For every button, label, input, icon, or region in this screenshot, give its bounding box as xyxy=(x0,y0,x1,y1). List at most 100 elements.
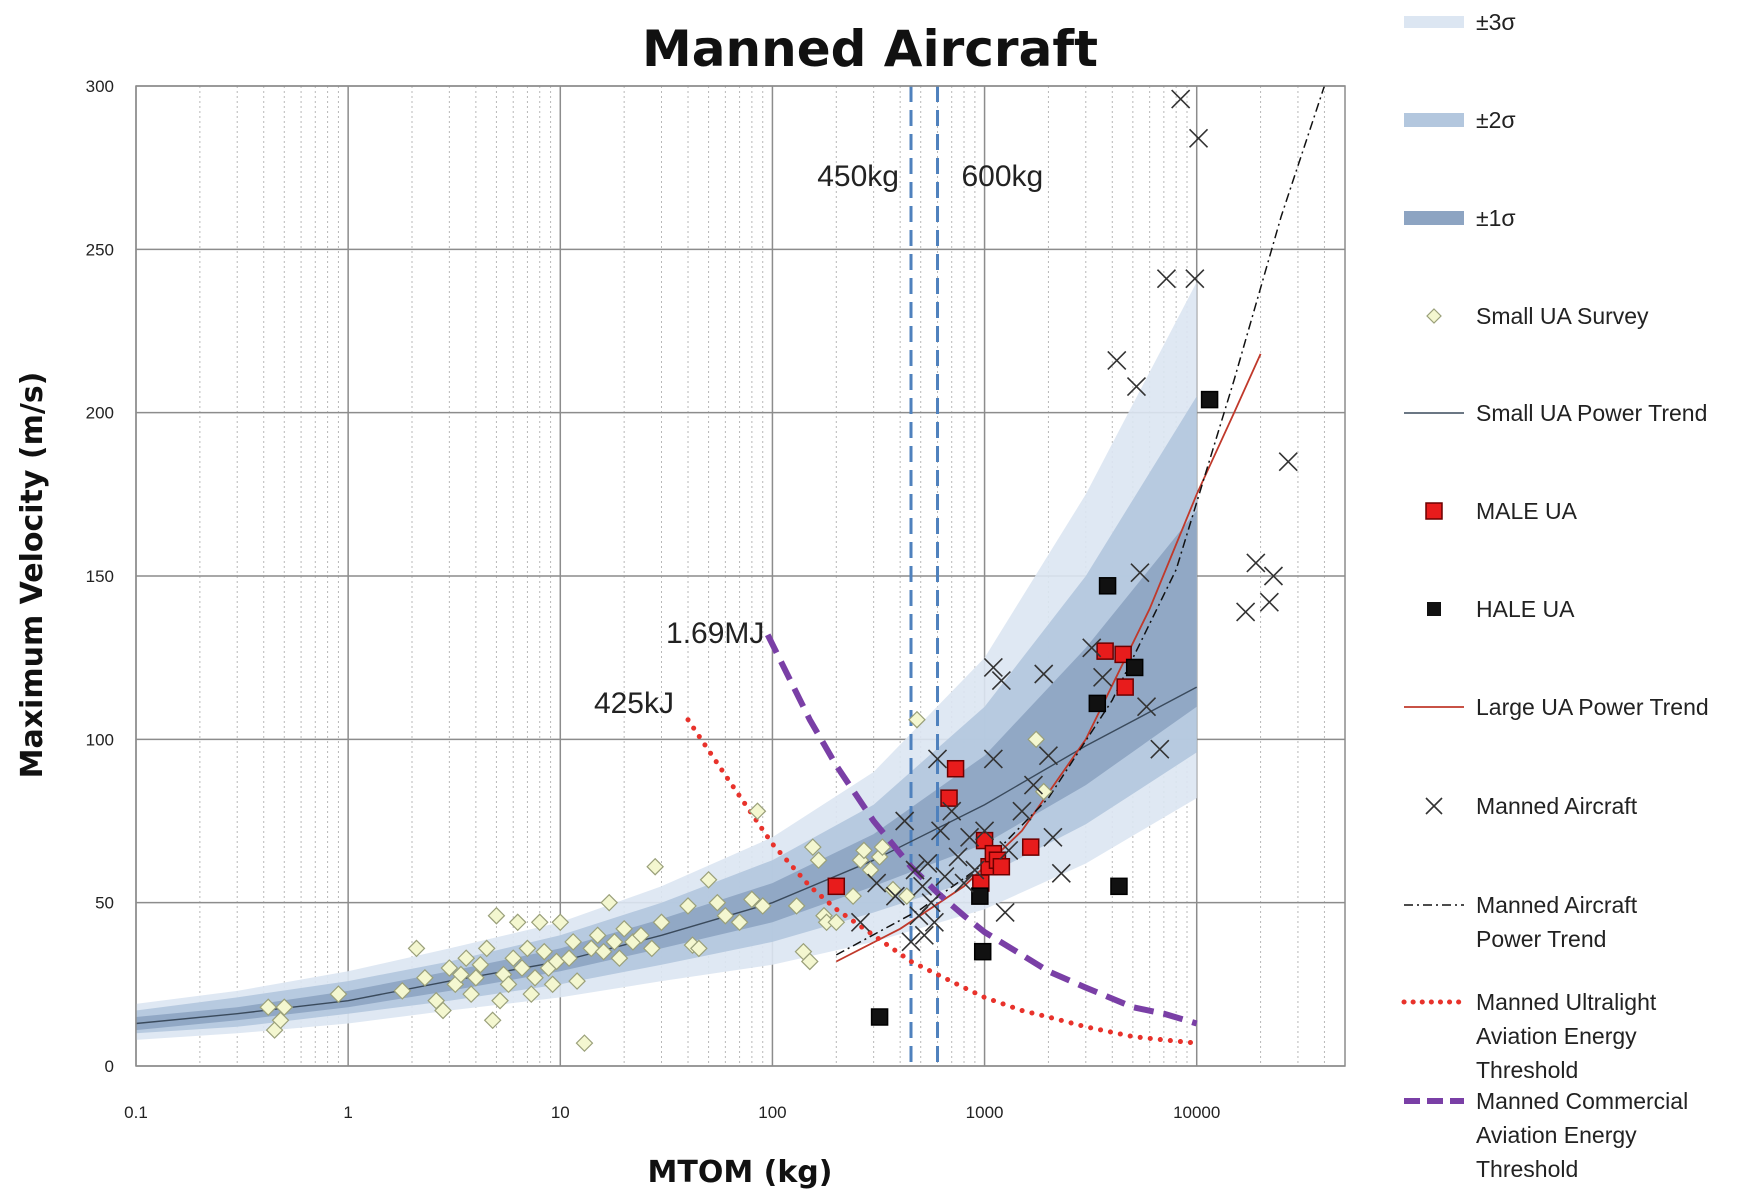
legend-item: HALE UA xyxy=(1427,596,1575,622)
small-ua-point xyxy=(513,959,531,977)
legend-label-line: Manned Ultralight xyxy=(1476,989,1657,1015)
small-ua-point xyxy=(730,913,749,932)
small-ua-point xyxy=(499,975,518,994)
annotation-label: 1.69MJ xyxy=(666,617,764,650)
manned-aircraft-point xyxy=(885,886,905,906)
small-ua-point xyxy=(610,949,629,968)
x-tick-label: 10000 xyxy=(1173,1103,1220,1122)
legend-label-line: Manned Aircraft xyxy=(1476,793,1638,819)
manned-aircraft-point xyxy=(1156,269,1177,289)
legend-label-line: Threshold xyxy=(1476,1156,1578,1182)
male-ua-point xyxy=(975,831,994,850)
y-tick-label: 150 xyxy=(86,567,114,586)
small-ua-point xyxy=(800,952,819,971)
legend-swatch xyxy=(1404,16,1464,28)
small-ua-point xyxy=(259,998,278,1017)
small-ua-point xyxy=(646,857,664,876)
legend-label-line: HALE UA xyxy=(1476,596,1575,622)
small-ua-point xyxy=(605,933,624,951)
legend-label: ±1σ xyxy=(1476,205,1516,231)
manned-aircraft-point xyxy=(921,893,941,913)
small-ua-point xyxy=(575,1034,594,1052)
manned-aircraft-point xyxy=(1171,89,1191,109)
manned-aircraft-point xyxy=(965,860,985,880)
manned-aircraft-point xyxy=(1263,566,1284,586)
small-ua-point xyxy=(530,913,549,932)
legend-label-line: Threshold xyxy=(1476,1057,1578,1083)
y-tick-label: 300 xyxy=(86,77,114,96)
manned-aircraft-point xyxy=(912,876,933,896)
manned-aircraft-point xyxy=(914,925,934,945)
manned-aircraft-point xyxy=(1043,827,1063,847)
manned-aircraft-point xyxy=(930,821,951,841)
manned-aircraft-point xyxy=(954,873,974,893)
small-ua-point xyxy=(632,926,650,945)
small-ua-point xyxy=(551,913,570,932)
small-ua-point xyxy=(908,710,926,729)
small-ua-point xyxy=(803,838,822,856)
small-ua-point xyxy=(543,975,562,994)
small-ua-point xyxy=(483,1011,502,1030)
y-tick-label: 250 xyxy=(86,240,114,259)
legend-item: MALE UA xyxy=(1425,498,1578,524)
small-ua-point xyxy=(522,985,541,1003)
small-ua-point xyxy=(716,906,735,925)
legend-item: Large UA Power Trend xyxy=(1404,694,1709,720)
manned-aircraft-point xyxy=(960,827,980,847)
legend-label-line: Aviation Energy xyxy=(1476,1122,1637,1148)
small-ua-point xyxy=(582,939,601,958)
manned-aircraft-point xyxy=(1150,739,1170,759)
manned-aircraft-point xyxy=(1259,592,1279,612)
manned-aircraft-point xyxy=(1082,638,1102,658)
manned-aircraft-point xyxy=(983,657,1003,678)
small-ua-point xyxy=(467,968,485,987)
legend-label-line: ±2σ xyxy=(1476,107,1516,133)
legend-label: Small UA Power Trend xyxy=(1476,400,1707,426)
legend-label: MALE UA xyxy=(1476,498,1578,524)
annotations: 450kg 600kg 1.69MJ 425kJ xyxy=(594,160,1043,720)
small-ua-point xyxy=(518,939,537,958)
x-tick-label: 1 xyxy=(343,1103,352,1122)
manned-aircraft-point xyxy=(948,847,968,867)
manned-aircraft-point xyxy=(983,749,1003,769)
manned-aircraft-point xyxy=(935,866,955,887)
male-ua-point xyxy=(1021,838,1040,856)
legend-swatch xyxy=(1425,797,1443,815)
small-ua-point xyxy=(594,942,613,961)
small-ua-point xyxy=(855,841,873,860)
manned-aircraft-point xyxy=(999,840,1019,860)
small-ua-point xyxy=(679,897,697,915)
manned-aircraft-point xyxy=(927,749,948,769)
plot-frame xyxy=(135,85,1346,1067)
small-ua-point xyxy=(508,913,527,932)
small-ua-point xyxy=(897,887,916,905)
hale-ua-point xyxy=(870,1008,889,1026)
hale-ua-point xyxy=(973,942,992,961)
male-ua-point xyxy=(1114,645,1132,664)
x-tick-label: 100 xyxy=(758,1103,786,1122)
small-ua-point xyxy=(440,959,459,977)
manned-aircraft-point xyxy=(1236,602,1256,622)
legend-label-line: Small UA Power Trend xyxy=(1476,400,1707,426)
manned-aircraft-point xyxy=(1034,664,1054,684)
male-ua-point xyxy=(827,877,846,896)
hale-ua-point xyxy=(1200,390,1219,409)
legend-item: Manned Aircraft Power Trend xyxy=(1404,892,1638,952)
small-ua-point xyxy=(329,985,348,1003)
male-ua-point xyxy=(1096,642,1114,660)
small-ua-point xyxy=(275,998,294,1017)
small-ua-point xyxy=(873,838,892,856)
small-ua-point xyxy=(753,897,772,915)
axes: 0.1 1 10 100 1000 10000 0 50 100 150 200 250 300 xyxy=(86,77,1346,1122)
legend-label-line: Large UA Power Trend xyxy=(1476,694,1709,720)
small-ua-point xyxy=(477,939,496,958)
manned-aircraft-point xyxy=(1278,452,1298,472)
small-ua-point xyxy=(748,802,767,821)
chart-title: Manned Aircraft xyxy=(642,20,1098,78)
hale-ua-point xyxy=(1088,694,1107,713)
manned-aircraft-point xyxy=(1038,746,1059,766)
annotation-label: 450kg xyxy=(817,160,899,193)
manned-aircraft-point xyxy=(991,670,1011,691)
small-ua-point xyxy=(535,942,554,961)
